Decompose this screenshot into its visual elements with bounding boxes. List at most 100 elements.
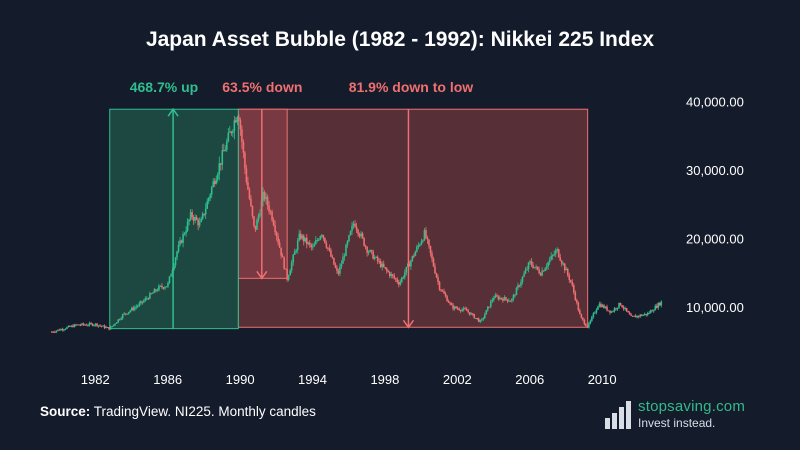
candle-body bbox=[176, 251, 178, 258]
candle-body bbox=[576, 300, 578, 303]
candle-body bbox=[263, 192, 266, 200]
candle-body bbox=[248, 189, 251, 199]
candle-body bbox=[238, 117, 240, 121]
candle-body bbox=[508, 300, 510, 302]
candle-body bbox=[170, 274, 172, 277]
candle-body bbox=[349, 231, 352, 236]
candle-body bbox=[523, 273, 525, 277]
candle-body bbox=[127, 311, 130, 314]
candle-body bbox=[185, 230, 187, 234]
candle-body bbox=[432, 258, 435, 267]
candle-body bbox=[305, 237, 308, 245]
candle-body bbox=[487, 306, 489, 311]
candle-body bbox=[557, 249, 560, 258]
source-text: TradingView. NI225. Monthly candles bbox=[93, 404, 316, 419]
bar-chart-icon bbox=[605, 401, 631, 429]
candle-body bbox=[467, 310, 469, 313]
candle-body bbox=[450, 303, 453, 306]
candle-body bbox=[456, 308, 459, 310]
candle-body bbox=[520, 282, 522, 286]
candle-body bbox=[431, 253, 433, 259]
candle-body bbox=[569, 279, 572, 282]
candle-body bbox=[648, 312, 651, 314]
x-tick-label: 1998 bbox=[370, 372, 399, 387]
annotation-label-1: 63.5% down bbox=[222, 79, 302, 95]
candle-body bbox=[308, 242, 311, 245]
candle-body bbox=[130, 307, 133, 311]
candle-body bbox=[315, 240, 317, 245]
candle-body bbox=[159, 285, 162, 287]
candle-body bbox=[443, 291, 445, 294]
candle-body bbox=[401, 277, 403, 282]
candle-body bbox=[330, 250, 332, 257]
candle-body bbox=[109, 326, 112, 330]
candle-body bbox=[622, 307, 625, 309]
candle-body bbox=[66, 327, 68, 329]
candle-body bbox=[609, 310, 611, 313]
candle-body bbox=[652, 310, 655, 312]
candle-body bbox=[102, 325, 104, 327]
candle-body bbox=[268, 205, 270, 212]
candle-body bbox=[459, 310, 462, 312]
candle-body bbox=[312, 246, 314, 248]
candle-body bbox=[283, 257, 285, 269]
zone-468-7-up bbox=[109, 108, 239, 330]
candle-body bbox=[69, 325, 71, 327]
candle-body bbox=[542, 270, 545, 272]
candle-body bbox=[271, 211, 273, 221]
candle-body bbox=[483, 314, 486, 319]
candle-body bbox=[51, 331, 53, 333]
candle-body bbox=[200, 218, 202, 223]
candle-body bbox=[206, 201, 208, 209]
candle-body bbox=[197, 219, 199, 226]
candle-body bbox=[506, 299, 509, 302]
candle-body bbox=[572, 285, 575, 293]
annotation-label-2: 81.9% down to low bbox=[349, 79, 474, 95]
candle-body bbox=[502, 298, 504, 301]
candle-body bbox=[423, 230, 426, 241]
candle-body bbox=[530, 261, 533, 266]
candle-body bbox=[589, 320, 592, 324]
candle-body bbox=[328, 248, 331, 251]
annotation-labels: 468.7% up 63.5% down 81.9% down to low bbox=[130, 79, 474, 95]
candle-body bbox=[156, 290, 159, 292]
candle-body bbox=[133, 307, 136, 310]
candle-body bbox=[153, 289, 156, 293]
candle-body bbox=[165, 286, 168, 288]
candle-body bbox=[256, 219, 258, 230]
candle-body bbox=[141, 301, 144, 303]
candle-body bbox=[210, 187, 213, 195]
candle-body bbox=[496, 295, 498, 297]
candle-body bbox=[265, 196, 267, 200]
candle-body bbox=[242, 141, 245, 153]
candle-body bbox=[426, 237, 429, 240]
candle-body bbox=[52, 331, 55, 333]
brand-logo: stopsaving.com Invest instead. bbox=[604, 398, 764, 434]
candle-body bbox=[313, 244, 316, 247]
source-note: Source: TradingView. NI225. Monthly cand… bbox=[40, 404, 316, 419]
candle-body bbox=[333, 257, 335, 265]
candle-body bbox=[345, 244, 347, 256]
candle-body bbox=[244, 152, 246, 169]
candle-body bbox=[289, 270, 291, 276]
annotation-label-0: 468.7% up bbox=[130, 79, 198, 95]
candle-body bbox=[447, 301, 450, 303]
candle-body bbox=[58, 329, 61, 331]
candle-body bbox=[473, 314, 476, 319]
candle-body bbox=[372, 251, 374, 259]
candle-body bbox=[278, 242, 281, 248]
candle-body bbox=[64, 328, 67, 330]
candle-body bbox=[319, 236, 322, 240]
candle-body bbox=[174, 257, 177, 266]
candle-body bbox=[556, 249, 558, 251]
candle-body bbox=[207, 197, 210, 202]
candle-body bbox=[376, 256, 379, 262]
candle-body bbox=[514, 295, 516, 297]
candle-body bbox=[449, 302, 451, 304]
candle-body bbox=[106, 327, 109, 329]
candle-body bbox=[645, 313, 648, 315]
candle-body bbox=[470, 313, 473, 315]
candle-body bbox=[204, 208, 207, 215]
candle-body bbox=[360, 233, 362, 237]
candle-body bbox=[272, 220, 275, 226]
